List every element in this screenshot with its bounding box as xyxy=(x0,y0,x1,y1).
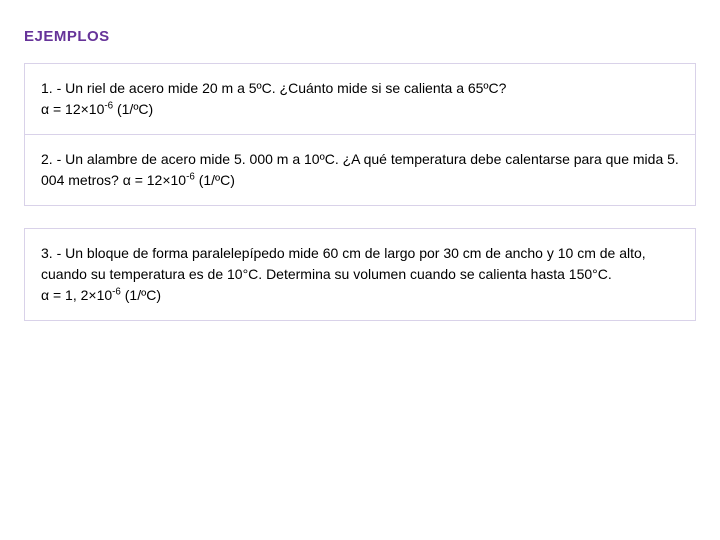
alpha-prefix: α = 1, 2×10 xyxy=(41,287,112,303)
example-3-alpha: α = 1, 2×10-6 (1/ºC) xyxy=(41,285,679,306)
example-1-alpha: α = 12×10-6 (1/ºC) xyxy=(41,99,679,120)
alpha-suffix: (1/ºC) xyxy=(113,101,153,117)
example-2: 2. - Un alambre de acero mide 5. 000 m a… xyxy=(24,135,696,206)
example-1: 1. - Un riel de acero mide 20 m a 5ºC. ¿… xyxy=(24,63,696,135)
title: EJEMPLOS xyxy=(24,28,696,45)
example-2-text: 2. - Un alambre de acero mide 5. 000 m a… xyxy=(41,149,679,191)
example-3-body: 3. - Un bloque de forma paralelepípedo m… xyxy=(41,243,679,285)
alpha-exponent: -6 xyxy=(112,286,121,297)
spacer xyxy=(24,206,696,228)
alpha-suffix: (1/ºC) xyxy=(121,287,161,303)
page: EJEMPLOS 1. - Un riel de acero mide 20 m… xyxy=(0,0,720,345)
alpha-prefix: α = 12×10 xyxy=(41,101,104,117)
example-3: 3. - Un bloque de forma paralelepípedo m… xyxy=(24,228,696,321)
alpha-exponent: -6 xyxy=(104,100,113,111)
example-1-text: 1. - Un riel de acero mide 20 m a 5ºC. ¿… xyxy=(41,78,679,99)
alpha-exponent: -6 xyxy=(186,171,195,182)
alpha-suffix: (1/ºC) xyxy=(195,172,235,188)
example-2-body: 2. - Un alambre de acero mide 5. 000 m a… xyxy=(41,151,679,188)
